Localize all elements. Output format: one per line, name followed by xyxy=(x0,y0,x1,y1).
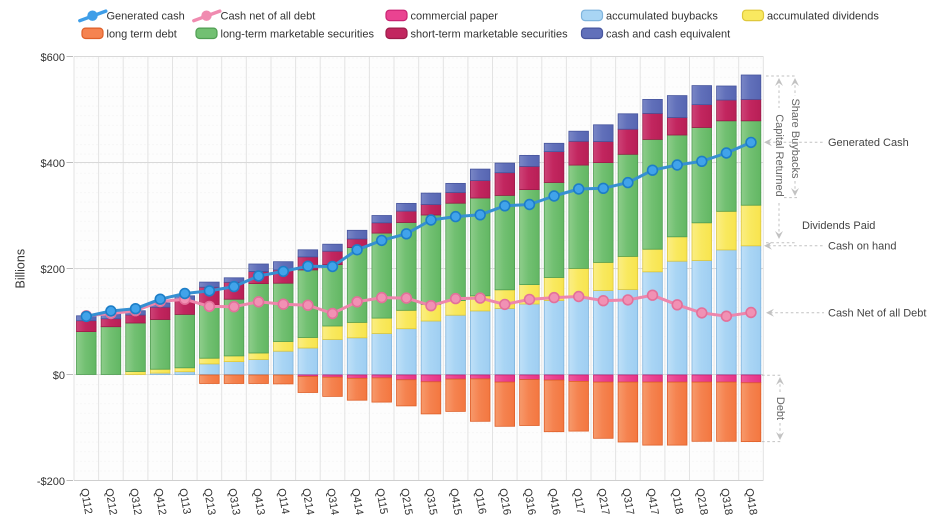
svg-text:Billions: Billions xyxy=(14,249,28,289)
svg-text:Q316: Q316 xyxy=(521,487,537,516)
svg-text:Generated cash: Generated cash xyxy=(107,11,185,23)
svg-text:Q112: Q112 xyxy=(78,487,94,515)
svg-text:Q318: Q318 xyxy=(718,487,734,516)
svg-text:Cash on hand: Cash on hand xyxy=(828,241,897,253)
svg-text:Q216: Q216 xyxy=(496,487,512,516)
svg-text:Q213: Q213 xyxy=(201,487,217,516)
svg-text:Q113: Q113 xyxy=(176,487,192,515)
svg-text:commercial paper: commercial paper xyxy=(411,11,499,23)
svg-text:Q416: Q416 xyxy=(546,487,562,516)
svg-text:Q118: Q118 xyxy=(669,487,685,515)
svg-text:$600: $600 xyxy=(41,52,65,64)
svg-text:Q317: Q317 xyxy=(619,487,635,516)
svg-text:Q413: Q413 xyxy=(250,487,266,516)
svg-text:Q315: Q315 xyxy=(423,487,439,516)
svg-text:Q214: Q214 xyxy=(299,487,315,516)
svg-text:Dividends Paid: Dividends Paid xyxy=(802,220,875,232)
svg-text:Q114: Q114 xyxy=(275,487,291,515)
svg-text:cash and cash equivalent: cash and cash equivalent xyxy=(606,29,730,41)
svg-text:Q115: Q115 xyxy=(373,487,389,515)
svg-text:short-term marketable securiti: short-term marketable securities xyxy=(411,29,569,41)
svg-text:-$200: -$200 xyxy=(37,476,65,488)
svg-text:Q116: Q116 xyxy=(472,487,488,515)
svg-text:long-term marketable securitie: long-term marketable securities xyxy=(221,29,375,41)
svg-text:Q412: Q412 xyxy=(152,487,168,516)
svg-text:Q415: Q415 xyxy=(447,487,463,516)
svg-text:$0: $0 xyxy=(53,370,65,382)
svg-text:Cash Net of all Debt: Cash Net of all Debt xyxy=(828,308,926,320)
svg-text:Q312: Q312 xyxy=(127,487,143,516)
svg-text:Q215: Q215 xyxy=(398,487,414,516)
svg-text:Q218: Q218 xyxy=(693,487,709,516)
svg-text:Share Buybacks: Share Buybacks xyxy=(789,98,801,179)
svg-text:Q418: Q418 xyxy=(743,487,759,516)
svg-text:Q117: Q117 xyxy=(570,487,586,515)
svg-text:accumulated dividends: accumulated dividends xyxy=(767,11,879,23)
svg-text:Q314: Q314 xyxy=(324,487,340,516)
svg-text:Q313: Q313 xyxy=(226,487,242,516)
svg-text:accumulated buybacks: accumulated buybacks xyxy=(606,11,718,23)
svg-text:long term debt: long term debt xyxy=(107,29,177,41)
svg-text:$200: $200 xyxy=(41,264,65,276)
svg-text:$400: $400 xyxy=(41,158,65,170)
svg-text:Q414: Q414 xyxy=(349,487,365,516)
svg-text:Capital Returned: Capital Returned xyxy=(773,114,785,197)
svg-text:Generated Cash: Generated Cash xyxy=(828,137,909,149)
svg-text:Debt: Debt xyxy=(774,397,786,420)
svg-text:Q417: Q417 xyxy=(644,487,660,516)
svg-text:Cash net of all debt: Cash net of all debt xyxy=(221,11,316,23)
svg-text:Q212: Q212 xyxy=(102,487,118,516)
svg-text:Q217: Q217 xyxy=(595,487,611,516)
